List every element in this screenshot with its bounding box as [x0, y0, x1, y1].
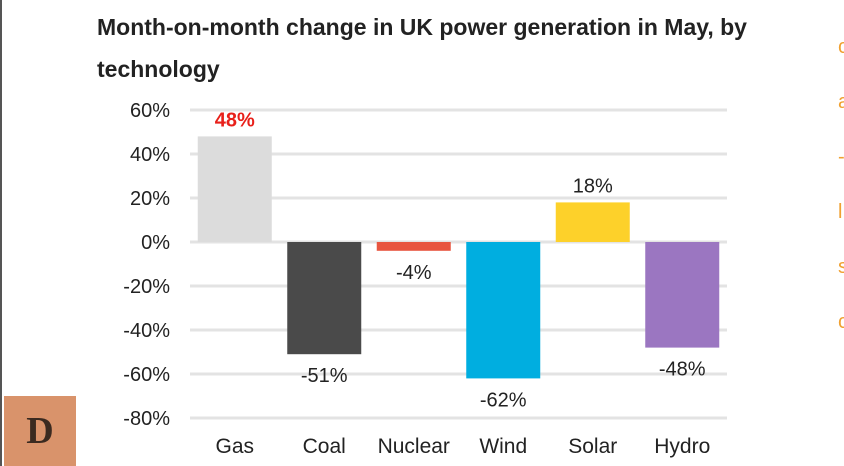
value-label: -4%	[396, 262, 432, 284]
y-tick-label: 0%	[141, 232, 170, 254]
gridlines	[190, 108, 727, 420]
bar-wind	[466, 242, 541, 379]
x-tick-label: Gas	[215, 435, 254, 458]
bar-coal	[287, 242, 362, 355]
section-badge: D	[4, 396, 76, 466]
y-tick-label: -60%	[123, 364, 170, 386]
y-tick-label: 20%	[130, 188, 170, 210]
value-label: -51%	[301, 365, 348, 387]
y-tick-label: 60%	[130, 100, 170, 122]
bar-nuclear	[376, 242, 451, 251]
left-border	[0, 0, 2, 466]
clipped-char: -	[838, 130, 844, 185]
clipped-char: s	[838, 256, 844, 278]
clipped-char: c	[838, 36, 844, 58]
y-axis-ticks: 60% 40% 20% 0% -20% -40% -60% -80%	[123, 100, 170, 430]
y-tick-label: -80%	[123, 408, 170, 430]
y-tick-label: -20%	[123, 276, 170, 298]
value-label: -48%	[659, 359, 706, 381]
value-label: -62%	[480, 389, 527, 411]
x-tick-label: Nuclear	[378, 435, 450, 458]
clipped-char: c	[838, 311, 844, 333]
y-tick-label: 40%	[130, 144, 170, 166]
bars	[197, 136, 720, 379]
x-tick-label: Hydro	[654, 435, 710, 458]
x-tick-label: Wind	[479, 435, 527, 458]
value-label: 18%	[573, 175, 613, 197]
clipped-char: s	[838, 350, 844, 360]
value-label: 48%	[215, 109, 255, 131]
x-axis-labels: Gas Coal Nuclear Wind Solar Hydro	[215, 435, 710, 458]
x-tick-label: Coal	[303, 435, 346, 458]
x-tick-label: Solar	[568, 435, 617, 458]
clipped-char: l	[838, 201, 843, 223]
bar-hydro	[645, 242, 720, 348]
value-labels: 48% -51% -4% -62% 18% -48%	[215, 109, 706, 411]
chart-title: Month-on-month change in UK power genera…	[97, 14, 747, 82]
y-tick-label: -40%	[123, 320, 170, 342]
bar-solar	[555, 202, 630, 242]
bar-gas	[197, 136, 272, 242]
clipped-char: a	[838, 91, 844, 113]
clipped-side-text: c a - l s c s	[838, 20, 844, 360]
